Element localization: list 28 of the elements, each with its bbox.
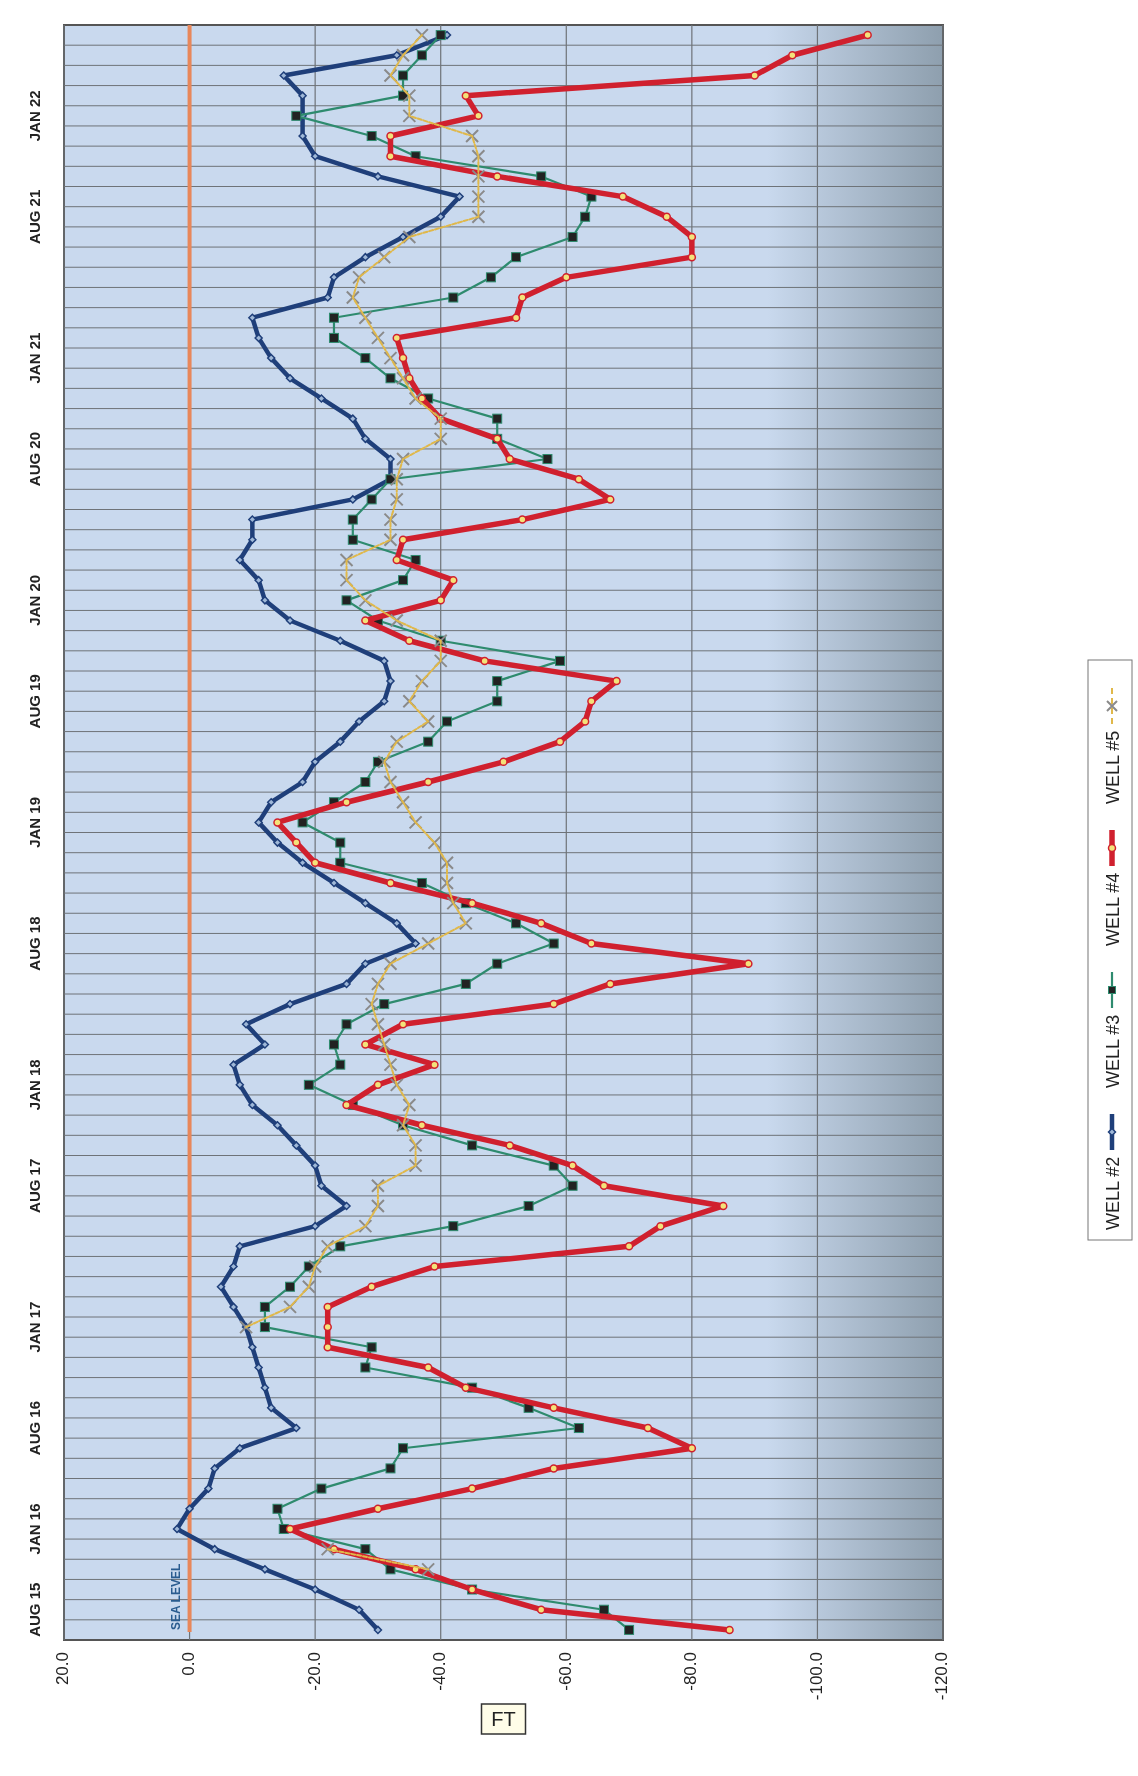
y-tick-label: JAN 21: [26, 332, 43, 384]
legend-label: WELL #4: [1103, 872, 1123, 946]
x-tick-label: 0.0: [179, 1652, 199, 1676]
legend-label: WELL #3: [1103, 1014, 1123, 1088]
y-tick-label: AUG 21: [26, 189, 43, 244]
y-tick-label: AUG 20: [26, 431, 43, 487]
legend-label: WELL #2: [1103, 1156, 1123, 1230]
y-tick-label: JAN 16: [26, 1503, 43, 1555]
y-tick-label: AUG 19: [26, 674, 43, 729]
y-tick-label: JAN 19: [26, 796, 43, 848]
y-tick-label: JAN 17: [26, 1301, 43, 1353]
x-tick-label: -60.0: [555, 1652, 575, 1691]
y-tick-label: AUG 15: [26, 1582, 43, 1637]
y-tick-label: AUG 18: [26, 916, 43, 971]
legend-label: WELL #5: [1103, 730, 1123, 804]
x-tick-label: -120.0: [932, 1652, 952, 1701]
x-tick-label: -80.0: [681, 1652, 701, 1691]
y-tick-label: AUG 16: [26, 1400, 43, 1456]
y-tick-label: JAN 20: [26, 574, 43, 626]
y-tick-label: AUG 17: [26, 1158, 43, 1213]
x-axis-title: FT: [491, 1708, 516, 1730]
y-tick-label: JAN 22: [26, 90, 43, 142]
x-tick-label: -40.0: [430, 1652, 450, 1691]
y-tick-label: JAN 18: [26, 1059, 43, 1111]
x-tick-label: 20.0: [53, 1652, 73, 1686]
ref-line-label: SEA LEVEL: [168, 1563, 183, 1630]
x-tick-label: -100.0: [806, 1652, 826, 1701]
x-tick-label: -20.0: [304, 1652, 324, 1691]
